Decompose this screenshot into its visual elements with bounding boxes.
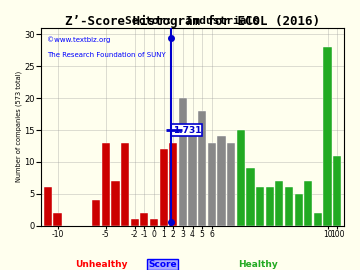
Bar (53, 213, 62, 226)
Bar (304, 181, 312, 226)
Text: The Research Foundation of SUNY: The Research Foundation of SUNY (47, 52, 166, 58)
Bar (140, 213, 148, 226)
Bar (179, 98, 187, 226)
Bar (159, 149, 168, 226)
Bar (227, 143, 235, 226)
Text: Unhealthy: Unhealthy (75, 260, 128, 269)
Bar (131, 219, 139, 226)
Text: Score: Score (148, 260, 177, 269)
Bar (285, 187, 293, 226)
Bar (256, 187, 264, 226)
Bar (121, 143, 129, 226)
Bar (324, 47, 332, 226)
Bar (333, 156, 341, 226)
Text: ©www.textbiz.org: ©www.textbiz.org (47, 36, 111, 43)
Text: Healthy: Healthy (239, 260, 278, 269)
Text: 1.731: 1.731 (172, 126, 201, 134)
Bar (237, 130, 245, 226)
Bar (217, 136, 226, 226)
Text: Sector:  Industrials: Sector: Industrials (125, 16, 260, 26)
Bar (266, 187, 274, 226)
Bar (275, 181, 283, 226)
Bar (169, 143, 177, 226)
Bar (198, 111, 206, 226)
Bar (246, 168, 255, 226)
Bar (208, 143, 216, 226)
Bar (294, 194, 303, 226)
Bar (189, 130, 197, 226)
Bar (314, 213, 322, 226)
Y-axis label: Number of companies (573 total): Number of companies (573 total) (15, 71, 22, 183)
Bar (44, 187, 52, 226)
Bar (102, 143, 110, 226)
Bar (111, 181, 120, 226)
Bar (150, 219, 158, 226)
Bar (92, 200, 100, 226)
Title: Z’-Score Histogram for ECOL (2016): Z’-Score Histogram for ECOL (2016) (65, 15, 320, 28)
